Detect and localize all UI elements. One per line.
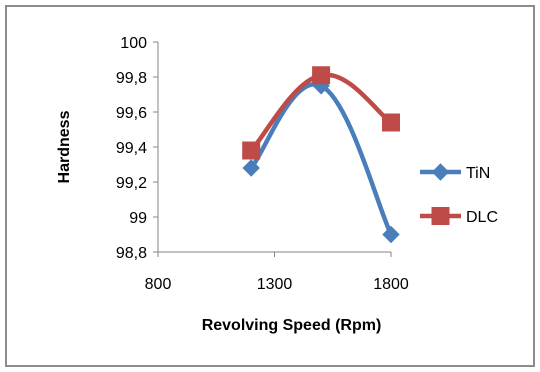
data-point-dlc: [242, 141, 261, 160]
series-layer: [242, 66, 400, 244]
y-tick-label: 99,8: [116, 70, 147, 87]
y-tick-label: 98,8: [116, 245, 147, 262]
data-point-tin: [242, 159, 260, 177]
y-tick-label: 99,2: [116, 175, 147, 192]
series-dlc: [242, 66, 400, 160]
x-axis-ticks: 800 1300 1800: [145, 252, 409, 293]
y-tick-label: 99,6: [116, 105, 147, 122]
data-point-tin: [382, 225, 400, 244]
y-axis-title: Hardness: [56, 110, 73, 183]
legend-swatch-marker: [431, 207, 450, 225]
data-point-dlc: [382, 113, 400, 132]
y-tick-label: 100: [120, 35, 147, 52]
x-tick-label: 1800: [373, 276, 409, 293]
y-tick-label: 99,4: [116, 140, 147, 157]
legend-item-tin: TiN: [420, 163, 490, 182]
legend-swatch-marker: [431, 163, 450, 181]
legend-label: DLC: [466, 209, 498, 226]
y-axis-ticks: 98,8 99 99,2 99,4 99,6 99,8 100: [116, 35, 158, 262]
x-tick-label: 1300: [257, 276, 293, 293]
x-tick-label: 800: [145, 276, 172, 293]
y-tick-label: 99: [129, 210, 147, 227]
chart-frame: [5, 5, 535, 367]
legend: TiN DLC: [420, 163, 498, 226]
legend-label: TiN: [466, 165, 490, 182]
legend-item-dlc: DLC: [420, 207, 498, 226]
data-point-dlc: [312, 66, 331, 85]
x-axis-title: Revolving Speed (Rpm): [202, 317, 382, 334]
